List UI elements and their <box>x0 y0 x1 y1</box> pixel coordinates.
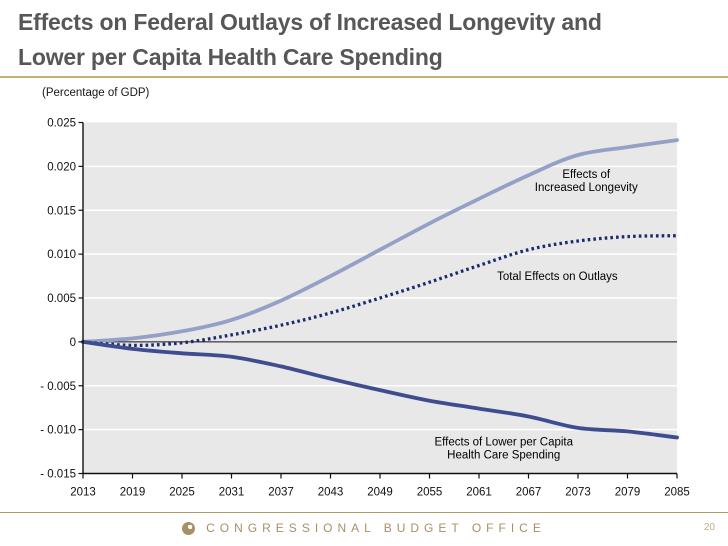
page-title-line-2: Lower per Capita Health Care Spending <box>18 44 443 70</box>
y-axis-tick-label: - 0.015 <box>40 469 76 481</box>
footer-rule <box>0 512 728 513</box>
series-line-effects-of-increased-longevity <box>81 138 679 344</box>
footer-org-name: CONGRESSIONAL BUDGET OFFICE <box>206 521 546 535</box>
x-axis-tick-label: 2049 <box>367 487 393 499</box>
x-axis-tick-label: 2085 <box>664 487 690 499</box>
y-axis-tick-label: - 0.005 <box>40 381 76 393</box>
y-axis-tick-label: 0.010 <box>47 249 76 261</box>
x-axis-tick-label: 2037 <box>268 487 294 499</box>
x-axis-tick-label: 2043 <box>318 487 344 499</box>
x-axis-tick-label: 2073 <box>565 487 591 499</box>
title-underline-rule <box>0 76 728 78</box>
cbo-logo-icon <box>182 521 196 535</box>
x-axis-tick-label: 2031 <box>219 487 245 499</box>
chart-annotation: Effects of Lower per Capita Health Care S… <box>435 437 574 462</box>
units-label: (Percentage of GDP) <box>42 87 150 99</box>
x-axis-tick-label: 2079 <box>615 487 641 499</box>
y-axis-tick-label: - 0.010 <box>40 425 76 437</box>
page-title: Effects on Federal Outlays of Increased … <box>18 5 718 75</box>
x-axis-tick-label: 2067 <box>516 487 542 499</box>
x-axis-tick-label: 2019 <box>120 487 146 499</box>
series-line-total-effects-on-outlays <box>82 234 678 348</box>
page-title-line-1: Effects on Federal Outlays of Increased … <box>18 9 602 35</box>
series-line-effects-of-lower-per-capita-health-care-spending <box>81 340 679 440</box>
slide-footer: CONGRESSIONAL BUDGET OFFICE <box>0 521 728 535</box>
chart-annotation: Effects of Increased Longevity <box>535 169 638 194</box>
y-axis-tick-label: 0.025 <box>47 118 76 130</box>
y-axis-tick-label: 0.020 <box>47 161 76 173</box>
x-axis-tick-label: 2061 <box>466 487 492 499</box>
x-axis-tick-label: 2055 <box>417 487 443 499</box>
y-axis-tick-label: 0.005 <box>47 293 76 305</box>
page-number: 20 <box>703 522 715 533</box>
y-axis-tick-label: 0 <box>70 337 76 349</box>
x-axis-tick-label: 2013 <box>70 487 96 499</box>
x-axis-tick-label: 2025 <box>169 487 195 499</box>
y-axis-tick-label: 0.015 <box>47 205 76 217</box>
chart-annotation: Total Effects on Outlays <box>497 271 618 283</box>
